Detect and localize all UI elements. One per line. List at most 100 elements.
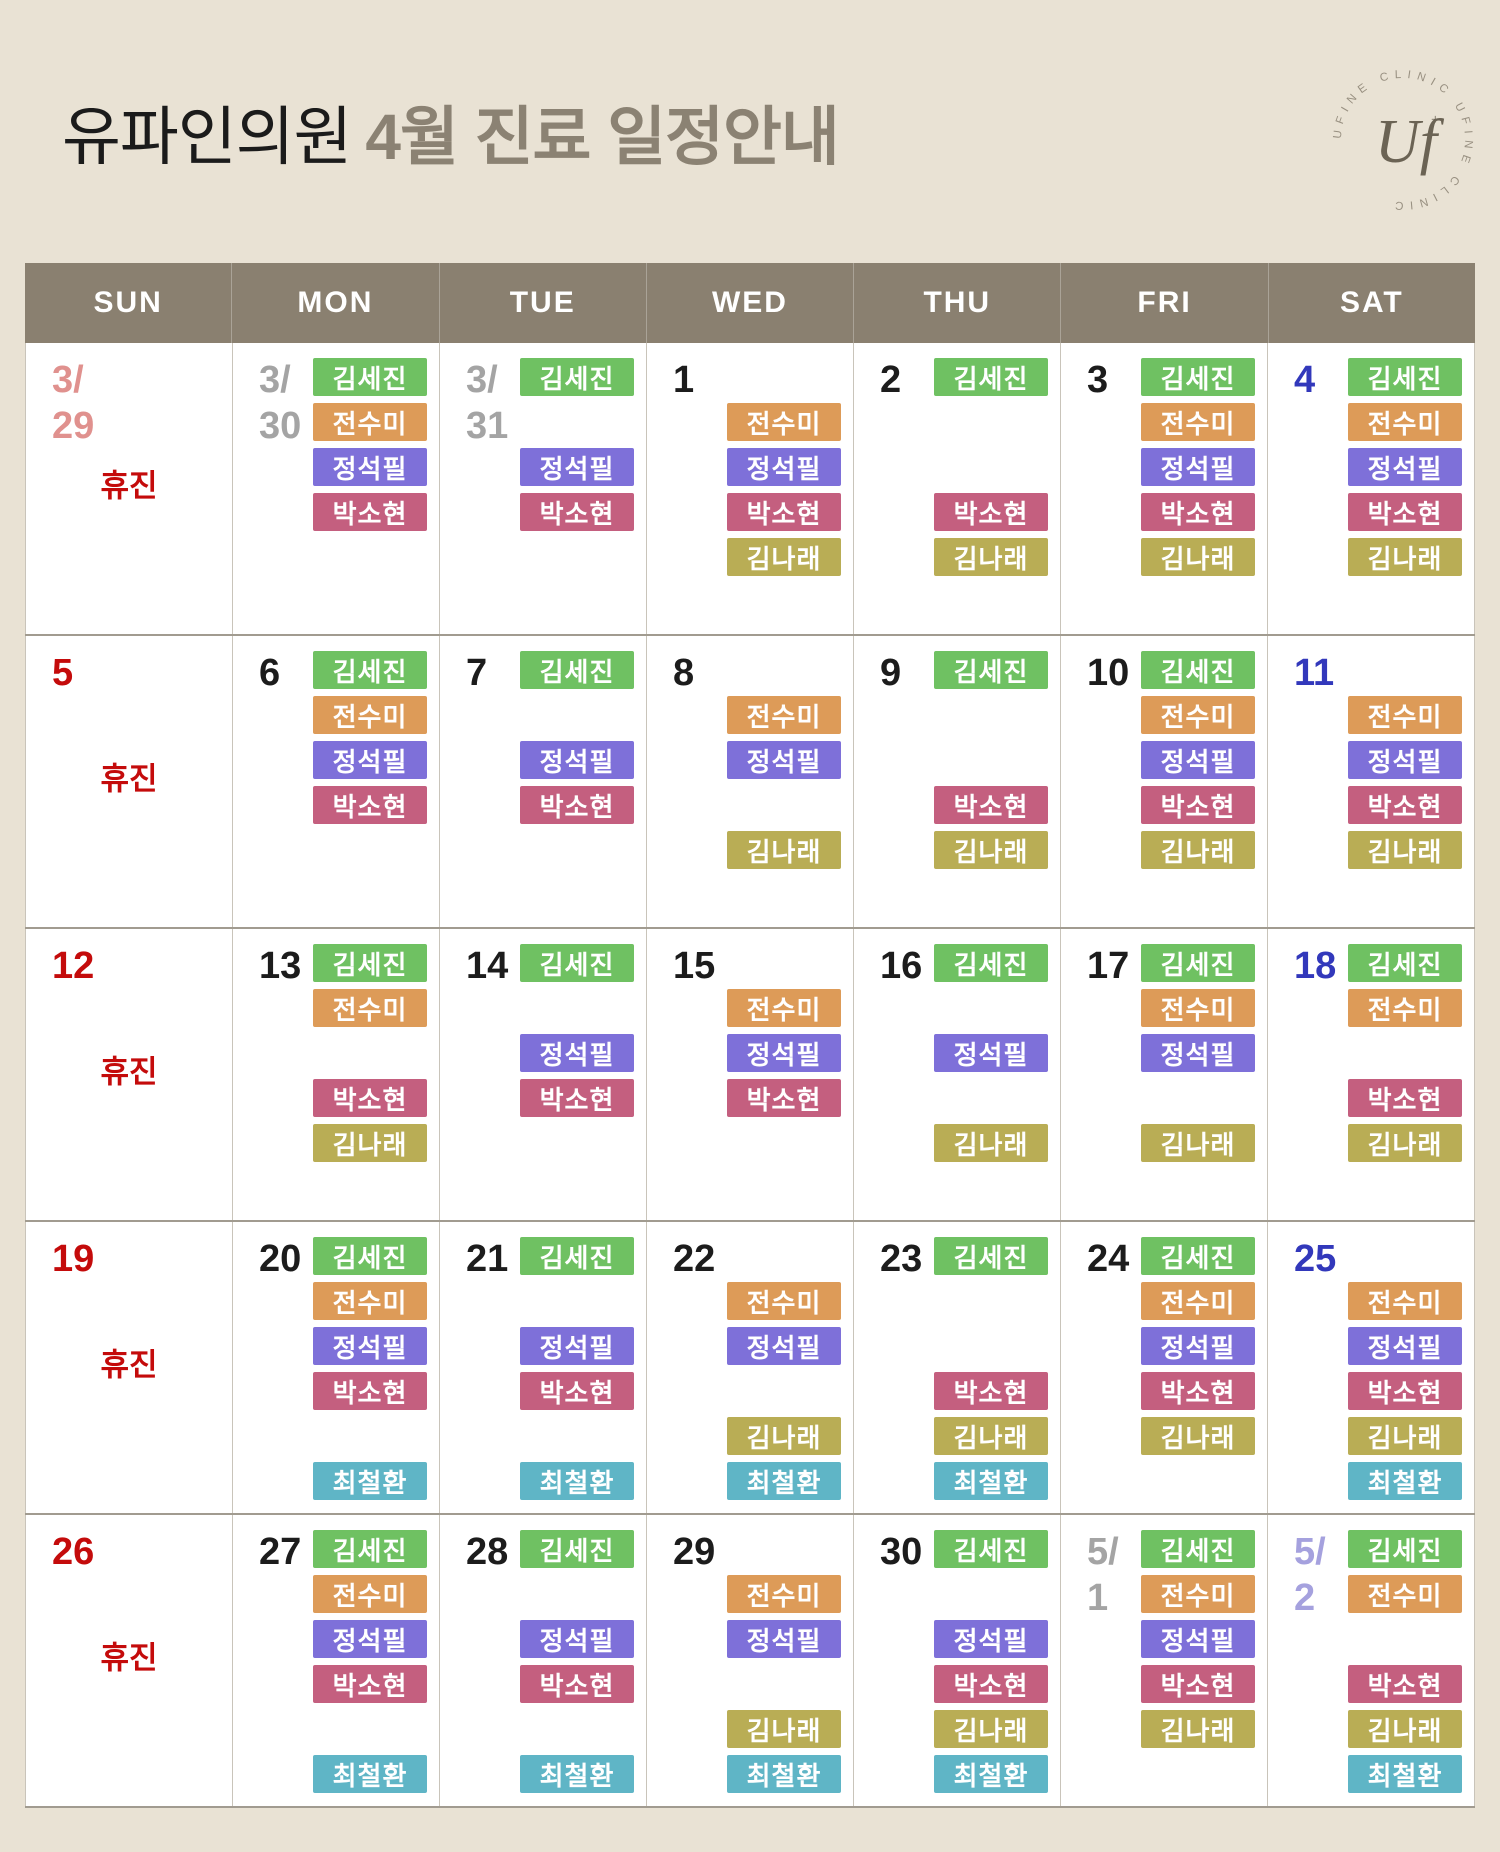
doctor-badge-jeon-sumi: 전수미 xyxy=(1348,1575,1462,1613)
date-label: 6 xyxy=(259,652,281,694)
doctor-badge-kim-sejin: 김세진 xyxy=(520,944,634,982)
doctor-badge-jung-seokpil: 정석필 xyxy=(520,1327,634,1365)
doctor-badge-park-sohyun: 박소현 xyxy=(1141,1665,1255,1703)
doctor-badge-jung-seokpil: 정석필 xyxy=(313,1620,427,1658)
doctor-badge-jung-seokpil: 정석필 xyxy=(727,1034,841,1072)
doctor-badge-jung-seokpil: 정석필 xyxy=(1141,448,1255,486)
doctor-badge-choi-cheolhwan: 최철환 xyxy=(313,1755,427,1793)
empty-slot xyxy=(106,1282,220,1320)
empty-slot xyxy=(1141,1169,1255,1207)
clinic-logo: UFINE CLINIC UFINE CLINIC Uf + xyxy=(1332,69,1469,212)
weekday-header-tue: TUE xyxy=(438,263,646,343)
doctor-badge-jeon-sumi: 전수미 xyxy=(313,1575,427,1613)
empty-slot xyxy=(934,876,1048,914)
empty-slot xyxy=(106,696,220,734)
doctor-badge-jeon-sumi: 전수미 xyxy=(1141,696,1255,734)
doctor-badge-column: 김세진 전수미 박소현 김나래 xyxy=(1348,944,1462,1207)
empty-slot xyxy=(934,741,1048,779)
empty-slot xyxy=(520,989,634,1027)
empty-slot xyxy=(727,1169,841,1207)
calendar-cell-27: 27 김세진 전수미 정석필 박소현 최철환 xyxy=(233,1515,440,1806)
doctor-badge-jeon-sumi: 전수미 xyxy=(1348,403,1462,441)
empty-slot xyxy=(934,1169,1048,1207)
doctor-badge-column: 전수미 정석필 박소현 김나래 xyxy=(727,358,841,621)
doctor-badge-jung-seokpil: 정석필 xyxy=(313,448,427,486)
doctor-badge-choi-cheolhwan: 최철환 xyxy=(1348,1755,1462,1793)
empty-slot xyxy=(727,944,841,982)
doctor-badge-column: 전수미 정석필 김나래 최철환 xyxy=(727,1530,841,1793)
calendar-cell-1: 1 전수미 정석필 박소현 김나래 xyxy=(647,343,854,634)
calendar-cell-10: 10 김세진 전수미 정석필 박소현 김나래 xyxy=(1061,636,1268,927)
calendar: SUN MON TUE WED THU FRI SAT 3/ 29 휴진 3/ 30 김세진 전수미… xyxy=(25,263,1475,1808)
doctor-badge-jeon-sumi: 전수미 xyxy=(727,1575,841,1613)
empty-slot xyxy=(1348,651,1462,689)
doctor-badge-jeon-sumi: 전수미 xyxy=(313,1282,427,1320)
doctor-badge-park-sohyun: 박소현 xyxy=(934,1372,1048,1410)
doctor-badge-jung-seokpil: 정석필 xyxy=(727,1620,841,1658)
calendar-cell-20: 20 김세진 전수미 정석필 박소현 최철환 xyxy=(233,1222,440,1513)
empty-slot xyxy=(934,448,1048,486)
doctor-badge-column: 김세진 박소현 김나래 xyxy=(934,651,1048,914)
calendar-cell-4: 4 김세진 전수미 정석필 박소현 김나래 xyxy=(1268,343,1475,634)
empty-slot xyxy=(520,696,634,734)
logo-monogram: Uf xyxy=(1375,108,1445,176)
empty-slot xyxy=(727,1665,841,1703)
calendar-cell-21: 21 김세진 정석필 박소현 최철환 xyxy=(440,1222,647,1513)
calendar-cell-6: 6 김세진 전수미 정석필 박소현 xyxy=(233,636,440,927)
empty-slot xyxy=(1348,1620,1462,1658)
doctor-badge-column: 김세진 전수미 정석필 김나래 xyxy=(1141,944,1255,1207)
doctor-badge-jung-seokpil: 정석필 xyxy=(1141,741,1255,779)
empty-slot xyxy=(1141,1755,1255,1793)
doctor-badge-column: 김세진 정석필 박소현 xyxy=(520,944,634,1207)
doctor-badge-column: 김세진 전수미 정석필 박소현 최철환 xyxy=(313,1237,427,1500)
doctor-badge-kim-sejin: 김세진 xyxy=(1348,944,1462,982)
empty-slot xyxy=(727,1530,841,1568)
doctor-badge-jung-seokpil: 정석필 xyxy=(1141,1327,1255,1365)
weekday-header-mon: MON xyxy=(231,263,438,343)
calendar-cell-25: 25 전수미 정석필 박소현 김나래 최철환 xyxy=(1268,1222,1475,1513)
doctor-badge-column: 김세진 전수미 박소현 김나래 xyxy=(313,944,427,1207)
doctor-badge-kim-sejin: 김세진 xyxy=(934,1530,1048,1568)
empty-slot xyxy=(934,583,1048,621)
doctor-badge-park-sohyun: 박소현 xyxy=(520,493,634,531)
doctor-badge-park-sohyun: 박소현 xyxy=(727,1079,841,1117)
clinic-name: 유파인의원 xyxy=(62,101,352,173)
doctor-badge-kim-narae: 김나래 xyxy=(934,831,1048,869)
doctor-badge-column: 김세진 전수미 정석필 박소현 김나래 xyxy=(1141,1237,1255,1500)
empty-slot xyxy=(520,1169,634,1207)
doctor-badge-choi-cheolhwan: 최철환 xyxy=(520,1755,634,1793)
empty-slot xyxy=(106,1755,220,1793)
doctor-badge-kim-narae: 김나래 xyxy=(1348,538,1462,576)
doctor-badge-column: 전수미 정석필 김나래 xyxy=(727,651,841,914)
doctor-badge-column: 김세진 정석필 박소현 xyxy=(520,651,634,914)
calendar-cell-5-1: 5/ 1 김세진 전수미 정석필 박소현 김나래 xyxy=(1061,1515,1268,1806)
doctor-badge-park-sohyun: 박소현 xyxy=(934,786,1048,824)
date-label: 3/ 30 xyxy=(259,359,302,448)
calendar-cell-17: 17 김세진 전수미 정석필 김나래 xyxy=(1061,929,1268,1220)
empty-slot xyxy=(520,1282,634,1320)
empty-slot xyxy=(1348,583,1462,621)
doctor-badge-column: 김세진 전수미 박소현 김나래 최철환 xyxy=(1348,1530,1462,1793)
empty-slot xyxy=(106,1124,220,1162)
calendar-cell-30: 30 김세진 정석필 박소현 김나래 최철환 xyxy=(854,1515,1061,1806)
calendar-week-row: 26 휴진 27 김세진 전수미 정석필 박소현 최철환 28 김세진 정석필 박소현 최철환 29 전수미… xyxy=(25,1515,1475,1808)
doctor-badge-jeon-sumi: 전수미 xyxy=(1141,989,1255,1027)
doctor-badge-jung-seokpil: 정석필 xyxy=(934,1034,1048,1072)
doctor-badge-column: 전수미 정석필 김나래 최철환 xyxy=(727,1237,841,1500)
empty-slot xyxy=(313,583,427,621)
empty-slot xyxy=(1141,1462,1255,1500)
weekday-header-sun: SUN xyxy=(93,286,163,319)
empty-slot xyxy=(106,538,220,576)
empty-slot xyxy=(934,1282,1048,1320)
doctor-badge-kim-narae: 김나래 xyxy=(727,831,841,869)
date-label: 10 xyxy=(1087,652,1130,694)
empty-slot xyxy=(313,1169,427,1207)
empty-slot xyxy=(934,1079,1048,1117)
doctor-badge-jung-seokpil: 정석필 xyxy=(1141,1034,1255,1072)
doctor-badge-jeon-sumi: 전수미 xyxy=(727,989,841,1027)
doctor-badge-kim-sejin: 김세진 xyxy=(313,1237,427,1275)
date-label: 19 xyxy=(52,1238,95,1280)
date-label: 2 xyxy=(880,359,902,401)
empty-slot xyxy=(727,1124,841,1162)
